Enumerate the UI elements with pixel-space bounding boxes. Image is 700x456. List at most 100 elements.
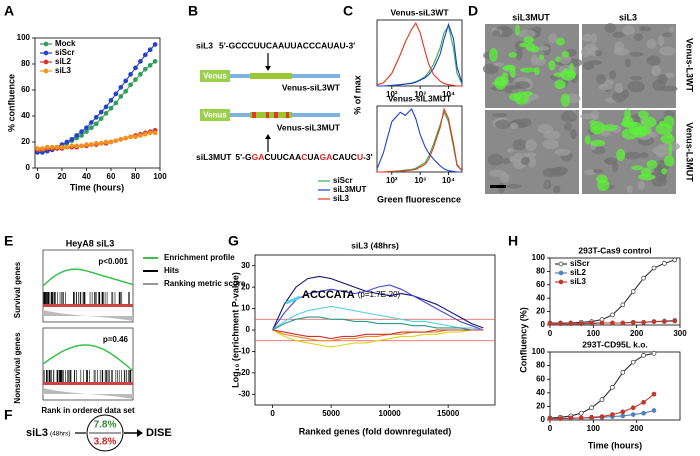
data-point bbox=[128, 82, 133, 88]
data-point bbox=[599, 397, 605, 402]
data-point bbox=[610, 385, 615, 390]
legend-label: Mock bbox=[55, 39, 76, 48]
y-tick-label: 20 bbox=[536, 402, 545, 411]
outcome: DISE bbox=[146, 427, 172, 439]
y-tick-label: -30 bbox=[238, 389, 250, 398]
legend-marker bbox=[43, 41, 49, 47]
data-point bbox=[620, 409, 626, 415]
data-point bbox=[84, 129, 89, 134]
data-point bbox=[123, 135, 129, 141]
cell bbox=[581, 46, 592, 58]
cell bbox=[612, 91, 627, 103]
cell bbox=[609, 70, 617, 80]
data-point bbox=[123, 78, 129, 84]
cell bbox=[646, 39, 657, 49]
cell bbox=[514, 81, 531, 90]
series-line bbox=[272, 316, 484, 331]
data-point bbox=[93, 114, 99, 120]
data-point bbox=[35, 146, 40, 151]
cell bbox=[660, 85, 678, 92]
data-point bbox=[662, 319, 667, 324]
data-point bbox=[589, 414, 594, 420]
data-point bbox=[64, 139, 70, 145]
x-tick-label: 200 bbox=[630, 329, 644, 338]
data-point bbox=[630, 319, 636, 325]
legend-label: siScr bbox=[570, 259, 590, 268]
x-tick-label: 100 bbox=[587, 329, 601, 338]
plot-frame bbox=[549, 257, 681, 326]
cell bbox=[506, 183, 522, 189]
data-point bbox=[89, 142, 94, 147]
y-tick-label: 60 bbox=[21, 85, 30, 94]
plot-frame bbox=[376, 19, 463, 87]
legend-label: siL2 bbox=[570, 268, 587, 277]
cell bbox=[612, 161, 619, 173]
x-tick-label: 0 bbox=[548, 424, 553, 433]
y-tick-label: 80 bbox=[21, 59, 30, 68]
arrow-head bbox=[265, 134, 271, 139]
data-point bbox=[641, 353, 646, 358]
data-point bbox=[142, 66, 148, 72]
data-point bbox=[558, 416, 563, 421]
percent-top: 7.8% bbox=[94, 420, 117, 431]
venus-signal bbox=[640, 167, 652, 177]
cell bbox=[543, 130, 561, 140]
cell bbox=[614, 82, 623, 94]
x-tick-label: 60 bbox=[107, 172, 116, 181]
x-tick-label: 80 bbox=[131, 172, 140, 181]
venus-signal bbox=[637, 110, 649, 119]
gsea-title: HeyA8 siL3 bbox=[66, 238, 115, 248]
cell bbox=[637, 180, 645, 190]
data-point bbox=[589, 320, 594, 326]
y-tick-label: 0 bbox=[26, 163, 31, 172]
data-point bbox=[610, 412, 615, 417]
panel-letter: F bbox=[4, 407, 13, 423]
legend-label: Ranking metric score bbox=[164, 279, 246, 288]
data-point bbox=[147, 130, 153, 136]
cell bbox=[496, 25, 510, 31]
cell bbox=[626, 185, 633, 193]
y-tick-label: 30 bbox=[241, 261, 250, 270]
percent-bottom: 3.8% bbox=[94, 437, 117, 448]
y-axis-label: Confluency (%) bbox=[518, 307, 528, 373]
legend-marker bbox=[43, 68, 49, 74]
scale-bar bbox=[490, 185, 506, 188]
panel-letter: E bbox=[4, 233, 13, 249]
target-site bbox=[250, 112, 292, 118]
x-tick-label: 10² bbox=[386, 176, 398, 185]
venus-signal bbox=[663, 155, 675, 167]
data-point bbox=[620, 320, 626, 326]
data-point bbox=[93, 140, 99, 146]
legend-label: Hits bbox=[164, 266, 180, 275]
annotation: ACCCATA (p=1.7E-20) bbox=[302, 289, 401, 301]
arrow-head bbox=[137, 429, 143, 437]
plot-frame bbox=[34, 37, 161, 169]
cell bbox=[504, 88, 513, 94]
cell bbox=[510, 122, 518, 130]
x-axis-label: Green fluorescence bbox=[377, 194, 461, 204]
cell bbox=[659, 46, 676, 56]
data-point bbox=[74, 133, 80, 138]
data-point bbox=[133, 77, 138, 82]
data-point bbox=[651, 408, 657, 413]
data-point bbox=[98, 140, 104, 146]
venus-signal bbox=[519, 42, 529, 48]
data-point bbox=[108, 139, 114, 145]
venus-signal bbox=[494, 76, 507, 90]
legend-label: siL3 bbox=[570, 277, 587, 286]
cell bbox=[612, 31, 625, 38]
cell bbox=[591, 33, 598, 44]
panel-letter: H bbox=[508, 233, 518, 249]
data-point bbox=[79, 143, 84, 149]
y-tick-label: 0 bbox=[246, 325, 251, 334]
panel-letter: A bbox=[4, 3, 14, 19]
series-line bbox=[272, 275, 484, 331]
cell bbox=[661, 32, 673, 38]
legend-label: Enrichment profile bbox=[164, 253, 235, 262]
column-label: siL3 bbox=[619, 12, 637, 22]
y-axis-label: % confluence bbox=[6, 74, 16, 132]
legend-marker bbox=[558, 261, 564, 267]
data-point bbox=[44, 144, 50, 150]
cell bbox=[604, 158, 612, 164]
sequence-part: CAUC bbox=[332, 152, 357, 162]
